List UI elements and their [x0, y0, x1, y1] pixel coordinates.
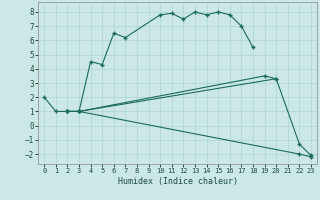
X-axis label: Humidex (Indice chaleur): Humidex (Indice chaleur)	[118, 177, 238, 186]
